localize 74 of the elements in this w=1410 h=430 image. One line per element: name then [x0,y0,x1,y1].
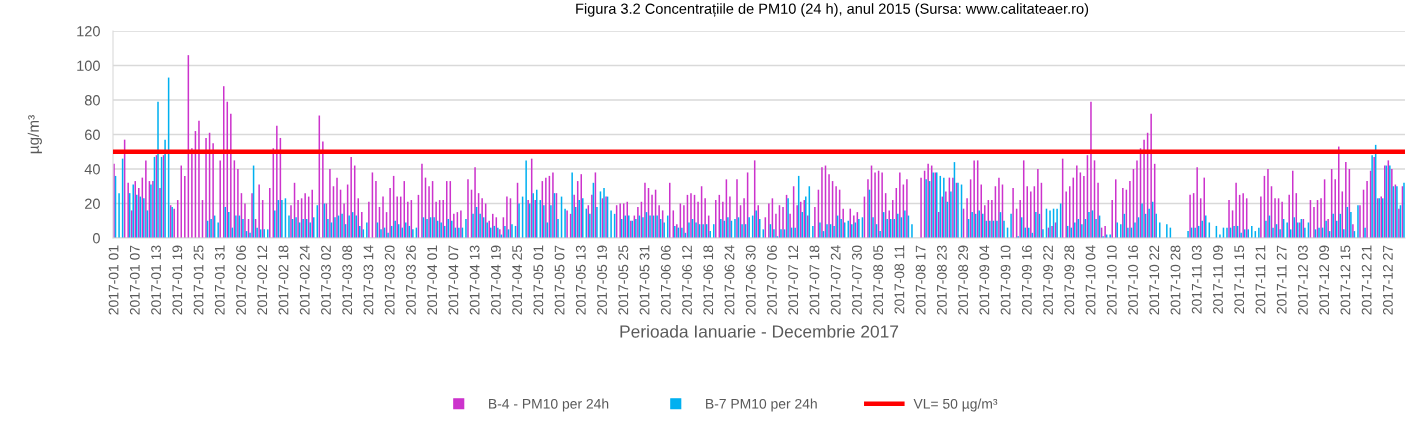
x-tick-label: 2017-09 04 [979,245,990,315]
x-tick-label: 2017-04 07 [448,245,459,315]
x-tick-label: 2017-11 09 [1213,245,1223,314]
y-tick-label: 20 [85,198,100,209]
x-tick-label: 2017-09 22 [1043,245,1053,315]
x-tick-label: 2017-06 18 [703,245,714,315]
x-tick-label: 2017-06 30 [745,245,756,315]
x-tick-label: 2017-09 16 [1021,245,1032,315]
x-tick-label: 2017-09 28 [1064,245,1075,315]
y-tick-label: 120 [77,26,100,37]
x-tick-label: 2017-05 25 [618,245,629,315]
x-tick-label: 2017-05 31 [639,245,650,315]
chart-title: Figura 3.2 Concentrațiile de PM10 (24 h), anul 2015 (Sursa: www.calitateaer.ro) [576,3,1089,17]
x-tick-label: 2017-08 23 [936,245,947,315]
x-axis-title: Perioada Ianuarie - Decembrie 2017 [620,324,899,338]
x-tick-label: 2017-10 16 [1128,245,1138,315]
legend-label: VL= 50 µg/m³ [913,398,998,412]
x-tick-label: 2017-03 26 [406,245,416,315]
x-tick-label: 2017-10 28 [1170,245,1181,315]
x-tick-label: 2017-02 06 [236,245,246,315]
x-tick-label: 2017-12 15 [1340,245,1351,315]
x-tick-label: 2017-03 02 [321,245,331,315]
x-tick-label: 2017-03 20 [384,245,395,315]
x-tick-label: 2017-01 31 [214,245,225,315]
x-tick-label: 2017-06 06 [660,245,671,315]
x-tick-label: 2017-12 03 [1298,245,1308,315]
x-tick-label: 2017-02 12 [257,245,268,315]
x-tick-label: 2017-04 19 [490,245,501,315]
x-tick-label: 2017-07 24 [830,245,841,315]
x-tick-label: 2017-07 30 [852,245,862,315]
x-tick-label: 2017-01 07 [129,245,140,315]
x-tick-label: 2017-02 18 [278,245,289,315]
x-tick-label: 2017-05 13 [575,245,586,315]
x-tick-label: 2017-03 14 [363,245,374,315]
x-tick-label: 2017-09 10 [1000,245,1011,315]
x-tick-label: 2017-10 10 [1106,245,1117,315]
x-tick-label: 2017-12 21 [1361,245,1372,315]
x-tick-label: 2017-06 24 [724,245,735,315]
x-tick-label: 2017-10 22 [1149,245,1160,315]
x-tick-label: 2017-08 05 [873,245,884,315]
y-tick-label: 100 [77,60,100,71]
x-tick-label: 2017-01 01 [108,245,119,315]
x-tick-label: 2017-12 27 [1382,245,1393,315]
y-tick-label: 0 [92,233,100,244]
x-tick-label: 2017-05 07 [554,245,565,315]
x-tick-label: 2017-11 03 [1191,245,1202,314]
x-tick-label: 2017-12 09 [1319,245,1330,315]
x-tick-label: 2017-07 18 [809,245,820,315]
x-tick-label: 2017-11 27 [1276,245,1287,314]
x-tick-label: 2017-08 17 [915,245,926,315]
x-tick-label: 2017-10 04 [1085,245,1096,315]
x-tick-label: 2017-04 13 [469,245,480,315]
x-tick-label: 2017-05 19 [597,245,607,315]
x-tick-label: 2017-02 24 [299,245,310,315]
y-tick-label: 80 [84,95,100,106]
y-tick-label: 60 [85,129,100,140]
x-tick-label: 2017-05 01 [533,245,544,315]
x-tick-label: 2017-11 15 [1234,245,1245,314]
x-tick-label: 2017-01 19 [172,245,183,315]
y-tick-label: 40 [84,164,100,175]
x-tick-label: 2017-04 25 [512,245,523,315]
y-axis-title: µg/m³ [27,115,42,154]
x-tick-label: 2017-07 06 [767,245,777,315]
x-tick-label: 2017-01 13 [151,245,161,315]
x-tick-label: 2017-04 01 [427,245,438,315]
x-tick-label: 2017-01 25 [193,245,204,315]
x-tick-label: 2017-06 12 [682,245,692,315]
x-tick-label: 2017-07 12 [788,245,799,315]
x-tick-label: 2017-08 29 [958,245,969,315]
x-tick-label: 2017-08 11 [894,245,905,314]
legend-label: B-7 PM10 per 24h [706,398,817,412]
x-tick-label: 2017-11 21 [1255,245,1266,314]
legend-label: B-4 - PM10 per 24h [489,398,609,412]
x-tick-label: 2017-03 08 [342,245,353,315]
